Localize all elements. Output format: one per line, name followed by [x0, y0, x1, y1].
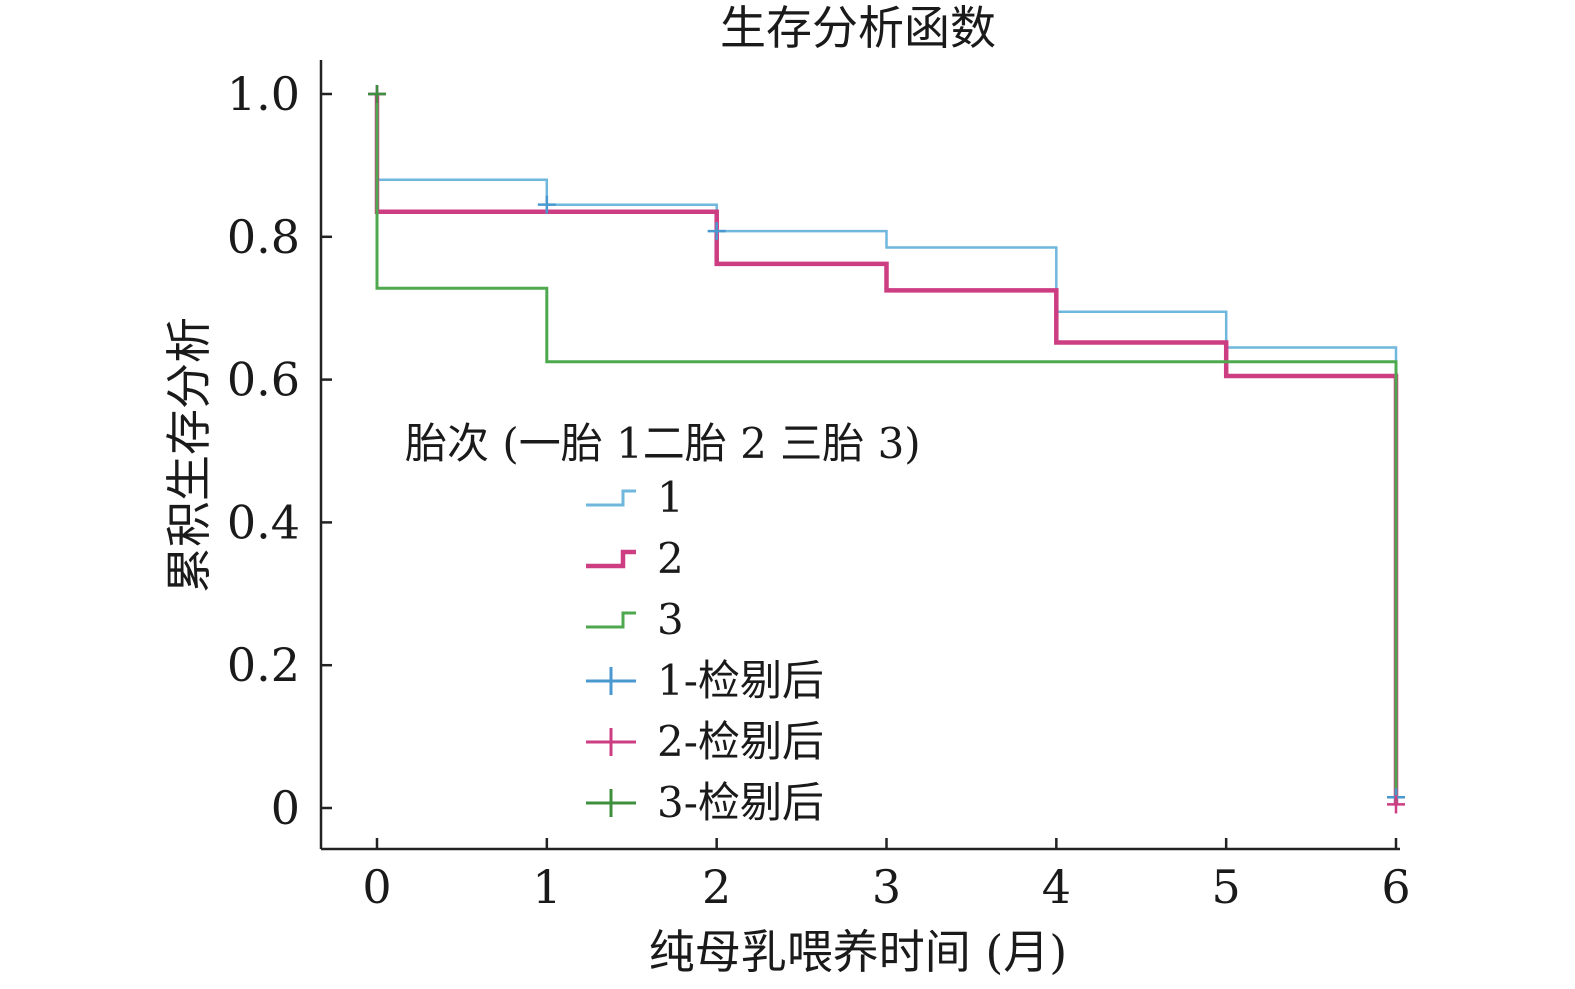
x-tick-label: 4 [1042, 860, 1071, 914]
x-axis-title: 纯母乳喂养时间 (月) [649, 925, 1068, 979]
legend-label: 2-检剔后 [657, 717, 824, 766]
legend-item: 1 [586, 473, 684, 522]
legend-swatch-step [586, 489, 636, 507]
x-tick-label: 2 [702, 860, 731, 914]
legend-label: 2 [657, 534, 684, 583]
series-3-line [375, 94, 1398, 805]
legend: 胎次 (一胎 1二胎 2 三胎 3) 1 2 3 1-检剔后 2-检剔后 3-检剔后 [405, 419, 921, 827]
y-tick-label: 1.0 [227, 67, 300, 121]
censor-marker-1 [707, 222, 726, 241]
y-ticks: 0 0.2 0.4 0.6 0.8 1.0 [227, 67, 332, 835]
x-tick-label: 5 [1212, 860, 1241, 914]
legend-label: 3-检剔后 [657, 778, 824, 827]
x-tick-label: 0 [362, 860, 391, 914]
legend-swatch-step [586, 549, 636, 569]
legend-label: 3 [657, 595, 684, 644]
legend-item: 2-检剔后 [586, 717, 824, 766]
legend-item: 2 [586, 534, 684, 583]
legend-label: 1 [657, 473, 684, 522]
x-tick-label: 1 [532, 860, 561, 914]
chart-title: 生存分析函数 [720, 1, 996, 55]
y-axis-title: 累积生存分析 [162, 317, 216, 593]
y-tick-label: 0 [271, 781, 300, 835]
legend-items: 1 2 3 1-检剔后 2-检剔后 3-检剔后 [586, 473, 824, 827]
axes [319, 60, 1400, 851]
x-tick-label: 6 [1381, 860, 1410, 914]
series-layer [374, 94, 1399, 805]
legend-label: 1-检剔后 [657, 656, 824, 705]
series-2-line [374, 94, 1399, 805]
legend-item: 3 [586, 595, 684, 644]
y-tick-label: 0.4 [227, 495, 300, 549]
legend-item: 1-检剔后 [586, 656, 824, 705]
x-tick-label: 3 [872, 860, 901, 914]
legend-item: 3-检剔后 [586, 778, 824, 827]
y-tick-label: 0.2 [227, 638, 300, 692]
censor-marker-1 [537, 195, 556, 214]
y-tick-label: 0.8 [227, 210, 300, 264]
legend-title: 胎次 (一胎 1二胎 2 三胎 3) [405, 419, 921, 468]
y-tick-label: 0.6 [227, 353, 300, 407]
censor-marker-2 [1387, 795, 1405, 814]
x-ticks: 0 1 2 3 4 5 6 [362, 838, 1411, 914]
censor-layer [368, 85, 1405, 814]
censor-marker-3 [368, 85, 386, 103]
legend-swatch-step [586, 611, 636, 629]
